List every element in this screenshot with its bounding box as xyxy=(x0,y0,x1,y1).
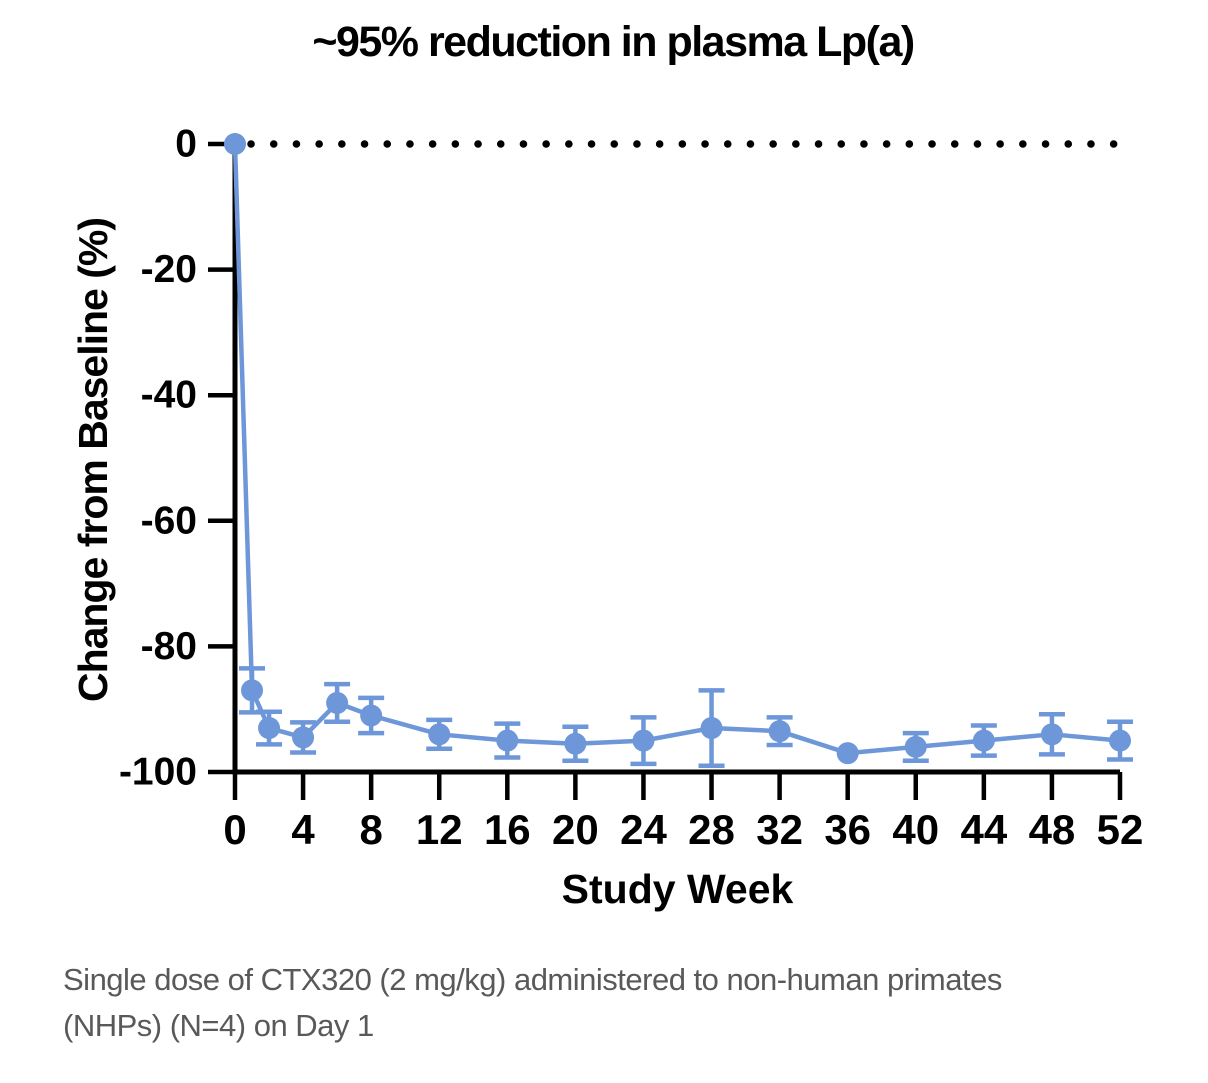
x-tick-label: 24 xyxy=(620,806,667,853)
data-point-marker xyxy=(1040,723,1063,746)
data-point-marker xyxy=(496,729,519,752)
data-point-marker xyxy=(224,133,246,155)
x-tick-label: 44 xyxy=(960,806,1007,853)
y-tick-label: -60 xyxy=(141,499,197,542)
data-point-marker xyxy=(360,704,383,727)
x-tick-label: 4 xyxy=(291,806,315,853)
data-point-marker xyxy=(904,735,927,758)
data-point-marker xyxy=(292,726,315,749)
data-point-marker xyxy=(632,729,655,752)
y-tick-label: -80 xyxy=(141,625,197,668)
footnote: Single dose of CTX320 (2 mg/kg) administ… xyxy=(63,957,1183,1049)
x-tick-label: 16 xyxy=(484,806,531,853)
x-tick-label: 48 xyxy=(1029,806,1076,853)
x-tick-label: 0 xyxy=(223,806,246,853)
x-tick-label: 52 xyxy=(1097,806,1144,853)
data-point-marker xyxy=(972,729,995,752)
series-line xyxy=(232,143,1121,756)
x-tick-label: 32 xyxy=(756,806,803,853)
x-tick-label: 40 xyxy=(892,806,939,853)
x-tick-label: 36 xyxy=(824,806,871,853)
y-tick-label: 0 xyxy=(175,123,197,166)
data-point-marker xyxy=(564,732,587,755)
data-point-marker xyxy=(258,717,281,740)
data-point-marker xyxy=(768,720,791,743)
y-tick-label: -40 xyxy=(141,374,197,417)
data-point-marker xyxy=(428,723,451,746)
y-axis-label: Change from Baseline (%) xyxy=(70,217,116,703)
data-point-marker xyxy=(326,691,349,714)
footnote-line-1: Single dose of CTX320 (2 mg/kg) administ… xyxy=(63,962,1002,997)
x-axis-label: Study Week xyxy=(561,866,794,912)
x-tick-label: 8 xyxy=(359,806,382,853)
data-point-marker xyxy=(1109,729,1131,752)
x-tick-label: 12 xyxy=(416,806,463,853)
y-tick-label: -100 xyxy=(119,751,197,794)
y-tick-label: -20 xyxy=(141,248,197,291)
chart-title: ~95% reduction in plasma Lp(a) xyxy=(312,18,915,66)
x-tick-label: 28 xyxy=(688,806,735,853)
data-point-marker xyxy=(836,742,859,765)
data-point-marker xyxy=(241,679,264,702)
data-point-marker xyxy=(700,717,723,740)
x-tick-label: 20 xyxy=(552,806,599,853)
footnote-line-2: (NHPs) (N=4) on Day 1 xyxy=(63,1008,374,1043)
